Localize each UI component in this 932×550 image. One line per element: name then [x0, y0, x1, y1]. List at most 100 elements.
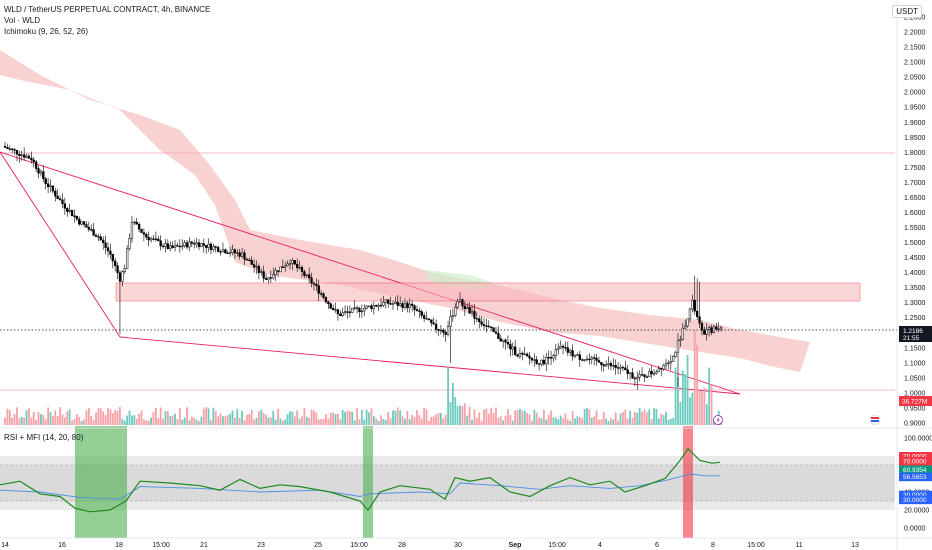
volume-bar: [468, 406, 471, 425]
volume-bar: [454, 397, 457, 425]
volume-bar: [368, 412, 370, 425]
price-tick-label: 1.5500: [904, 225, 926, 232]
volume-bar: [269, 417, 272, 425]
candle-body: [341, 312, 344, 316]
volume-bar: [284, 419, 287, 425]
volume-bar: [243, 420, 246, 425]
volume-bar: [238, 417, 241, 425]
candle-body: [614, 365, 617, 368]
candle-body: [478, 318, 481, 323]
candle-body: [207, 243, 210, 248]
volume-bar: [30, 417, 33, 425]
candle-body: [571, 350, 574, 357]
volume-bar: [622, 412, 624, 425]
volume-bar: [128, 410, 131, 425]
volume-bar: [97, 408, 100, 425]
volume-bar: [382, 418, 385, 425]
volume-bar: [497, 417, 500, 425]
volume-bar: [207, 408, 210, 425]
price-tick-label: 1.5000: [904, 240, 926, 247]
candle-body: [185, 242, 189, 248]
ichimoku-legend[interactable]: Ichimoku (9, 26, 52, 26): [4, 27, 89, 36]
candle-body: [30, 157, 33, 161]
rsi-mfi-panel: [0, 426, 895, 538]
candle-body: [262, 271, 265, 279]
time-tick-label: 28: [398, 542, 406, 549]
candle-body: [171, 245, 174, 248]
rsi-legend[interactable]: RSI + MFI (14, 20, 80): [4, 433, 84, 442]
candle-body: [111, 254, 114, 262]
volume-bar: [372, 416, 375, 425]
volume-bar: [95, 412, 97, 425]
candle-body: [317, 285, 320, 294]
volume-bar: [511, 420, 514, 425]
candle-body: [181, 245, 184, 248]
price-tick-label: 1.1500: [904, 345, 926, 352]
candle-body: [640, 374, 644, 376]
price-tick-label: 1.8000: [904, 150, 926, 157]
candle-body: [494, 331, 498, 334]
candle-body: [528, 355, 531, 359]
volume-bar: [672, 418, 675, 425]
time-tick-label: 21: [200, 542, 208, 549]
candle-body: [118, 272, 122, 282]
candle-body: [327, 301, 330, 304]
volume-legend[interactable]: Vol · WLD: [4, 16, 41, 25]
candle-body: [425, 318, 428, 320]
candle-body: [581, 359, 584, 361]
candle-body: [391, 303, 395, 305]
volume-bar: [377, 420, 380, 425]
volume-bar: [471, 420, 473, 425]
volume-bar: [353, 420, 356, 425]
currency-button[interactable]: USDT: [892, 5, 922, 18]
volume-bar: [329, 412, 332, 425]
candle-body: [552, 355, 555, 359]
rsi-tick-label: 20.0000: [904, 508, 929, 515]
volume-bar: [205, 407, 208, 425]
volume-bar: [226, 415, 229, 425]
candle-body: [238, 252, 241, 257]
volume-bar: [121, 418, 124, 425]
candle-body: [406, 302, 409, 308]
candle-body: [92, 229, 95, 236]
candle-body: [75, 215, 78, 220]
resistance-zone[interactable]: [115, 282, 861, 302]
candle-body: [224, 249, 227, 254]
candle-body: [200, 243, 203, 248]
volume-bar: [643, 409, 646, 425]
candle-body: [504, 339, 507, 343]
volume-bar: [332, 412, 335, 425]
time-tick-label: 15:00: [350, 542, 368, 549]
candle-body: [418, 310, 421, 312]
candle-body: [638, 374, 641, 378]
candle-body: [353, 307, 356, 309]
volume-bar: [641, 411, 643, 425]
candle-body: [149, 238, 153, 241]
candle-body: [566, 347, 569, 353]
candle-body: [351, 307, 354, 313]
candle-body: [13, 149, 16, 151]
volume-bar: [516, 410, 519, 425]
price-tick-label: 2.0500: [904, 75, 926, 82]
candle-body: [319, 293, 323, 295]
candle-body: [420, 311, 423, 316]
candle-body: [458, 299, 462, 302]
symbol-title[interactable]: WLD / TetherUS PERPETUAL CONTRACT, 4h, B…: [4, 5, 211, 14]
volume-bar: [490, 408, 493, 425]
volume-bar: [629, 410, 631, 425]
volume-bar: [174, 413, 176, 425]
resistance-rect: [115, 282, 861, 302]
candle-body: [274, 270, 277, 276]
candle-body: [475, 318, 478, 320]
candle-body: [70, 209, 74, 217]
candle-body: [310, 277, 313, 284]
candle-body: [449, 316, 452, 327]
volume-bar: [667, 419, 670, 425]
candle-body: [305, 274, 308, 276]
price-tick-label: 1.9000: [904, 120, 926, 127]
candle-body: [583, 359, 586, 361]
rsi-value-tag: [899, 452, 932, 461]
candle-body: [245, 259, 249, 261]
volume-bar: [535, 412, 538, 425]
